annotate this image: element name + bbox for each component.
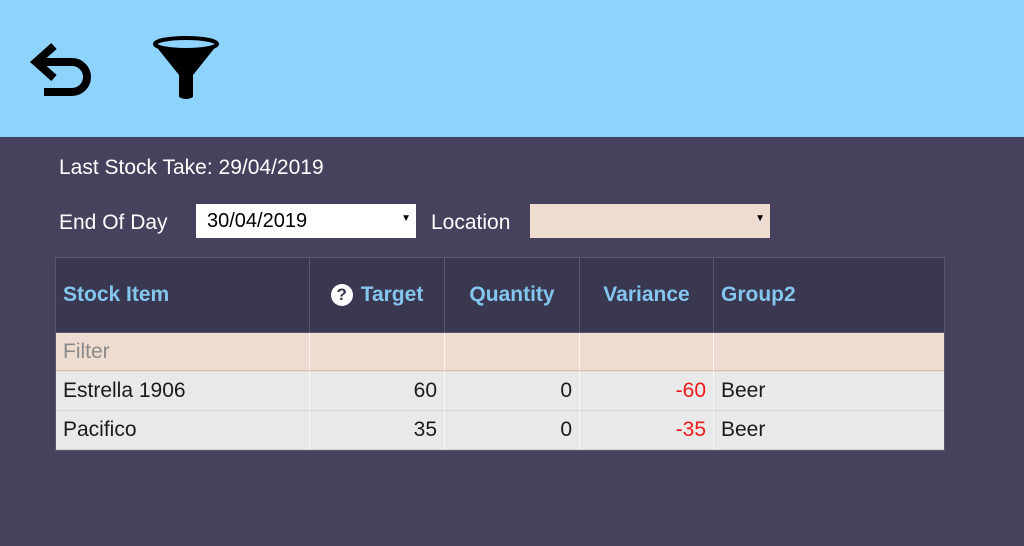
end-of-day-label: End Of Day [59, 211, 168, 234]
quantity-cell[interactable]: 0 [445, 411, 580, 450]
funnel-icon [153, 36, 219, 99]
filter-button[interactable] [148, 30, 224, 106]
end-of-day-value: 30/04/2019 [207, 209, 308, 232]
filter-cell-group2[interactable] [714, 333, 944, 371]
location-select[interactable]: ▼ [530, 204, 770, 238]
filter-row [56, 332, 944, 372]
column-header-group2[interactable]: Group2 [721, 283, 796, 306]
stock-grid: Stock Item ? Target Quantity Variance Gr… [55, 257, 945, 451]
stock-item-filter-input[interactable] [63, 339, 309, 364]
location-label: Location [431, 211, 511, 234]
target-cell: 60 [310, 372, 445, 411]
stock-panel: Last Stock Take: 29/04/2019 End Of Day 3… [0, 137, 1024, 546]
toolbar [0, 0, 1024, 137]
filter-cell-stock-item[interactable] [56, 333, 310, 371]
dropdown-arrow-icon: ▼ [755, 213, 765, 224]
column-header-variance[interactable]: Variance [580, 258, 714, 332]
column-header-target[interactable]: ? Target [310, 258, 445, 332]
filter-cell-quantity[interactable] [445, 333, 580, 371]
undo-arrow-icon [29, 43, 91, 96]
help-icon[interactable]: ? [330, 284, 353, 306]
table-row[interactable]: Pacifico 35 0 -35 Beer [56, 411, 944, 450]
column-header-stock-item[interactable]: Stock Item [56, 258, 310, 332]
target-cell: 35 [310, 411, 445, 450]
filter-cell-variance[interactable] [580, 333, 714, 371]
back-button[interactable] [24, 30, 100, 106]
quantity-cell[interactable]: 0 [445, 372, 580, 411]
column-header-quantity[interactable]: Quantity [445, 258, 580, 332]
variance-cell: -60 [580, 372, 714, 411]
stock-item-cell: Pacifico [56, 411, 310, 450]
group-cell: Beer [714, 372, 944, 411]
grid-header-row: Stock Item ? Target Quantity Variance Gr… [56, 258, 944, 332]
variance-cell: -35 [580, 411, 714, 450]
last-stock-take-text: Last Stock Take: 29/04/2019 [59, 156, 324, 179]
stock-item-cell: Estrella 1906 [56, 372, 310, 411]
filter-cell-target[interactable] [310, 333, 445, 371]
table-row[interactable]: Estrella 1906 60 0 -60 Beer [56, 372, 944, 411]
group-cell: Beer [714, 411, 944, 450]
dropdown-arrow-icon: ▼ [401, 213, 411, 224]
end-of-day-select[interactable]: 30/04/2019 ▼ [196, 204, 416, 238]
